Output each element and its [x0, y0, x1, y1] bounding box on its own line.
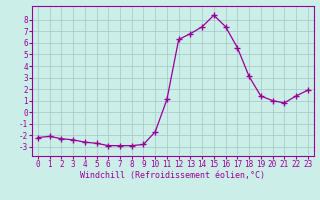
X-axis label: Windchill (Refroidissement éolien,°C): Windchill (Refroidissement éolien,°C)	[80, 171, 265, 180]
